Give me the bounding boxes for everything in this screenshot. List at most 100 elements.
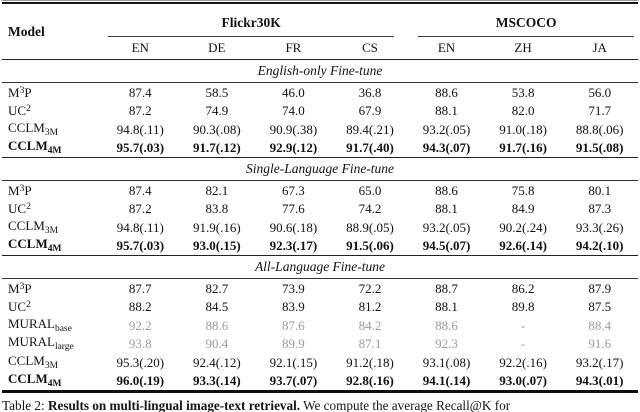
table-row: M3P 87.4 58.5 46.0 36.8 88.6 53.8 56.0 <box>2 83 638 102</box>
group-header-row: Model Flickr30K MSCOCO <box>2 3 638 60</box>
value-cell: 92.6(.14) <box>484 236 562 256</box>
model-name-part: MURAL <box>8 334 55 349</box>
value-cell: 93.2(.05) <box>422 121 471 137</box>
table-caption: Table 2: Results on multi-lingual image-… <box>2 398 636 412</box>
value-cell: 89.8 <box>511 299 535 315</box>
value-cell: 86.2 <box>511 280 535 296</box>
value-cell: 91.7(.16) <box>484 138 562 158</box>
value-cell: 87.4 <box>128 182 152 198</box>
model-name-part: P <box>24 280 32 296</box>
language-header-row: EN DE FR CS EN ZH JA <box>2 37 638 60</box>
value-cell: 92.2 <box>128 317 152 333</box>
table-row: CCLM3M 95.3(.20) 92.4(.12) 92.1(.15) 91.2(.1… <box>2 353 638 372</box>
col-header-flickr-de: DE <box>178 37 256 60</box>
model-name: UC2 <box>2 200 102 219</box>
value-cell: 84.2 <box>358 317 382 333</box>
value-cell: 92.3 <box>435 336 458 352</box>
value-cell: 95.3(.20) <box>116 354 165 370</box>
value-cell: 92.3(.17) <box>255 236 332 256</box>
value-cell: 92.9(.12) <box>255 138 332 158</box>
value-cell: 91.7(.40) <box>331 138 409 158</box>
value-cell: 93.3(.26) <box>575 219 624 235</box>
section-title: Single-Language Fine-tune <box>2 157 638 181</box>
value-cell: 91.9(.16) <box>193 219 241 235</box>
value-cell: 88.1 <box>435 201 458 217</box>
model-name: UC2 <box>2 102 102 121</box>
model-name-part: UC <box>8 103 27 119</box>
value-cell: 95.7(.03) <box>102 138 179 158</box>
value-cell: 88.4 <box>588 317 612 333</box>
value-cell: 56.0 <box>588 84 612 100</box>
value-cell: 96.0(.19) <box>116 373 165 389</box>
value-cell: 65.0 <box>358 182 382 198</box>
value-cell: 46.0 <box>282 84 305 100</box>
model-name-part: UC <box>8 201 27 217</box>
model-name-part: 3M <box>44 127 59 138</box>
value-cell: 90.3(.08) <box>193 121 241 137</box>
model-name-part: CCLM <box>8 217 45 233</box>
value-cell: 74.0 <box>282 103 305 119</box>
model-name: CCLM4M <box>2 138 102 158</box>
model-name: CCLM3M <box>2 120 102 139</box>
col-header-flickr-en: EN <box>102 37 179 60</box>
col-header-mscoco-en: EN <box>408 37 485 60</box>
value-cell: 84.5 <box>205 299 229 315</box>
table-body: English-only Fine-tune M3P 87.4 58.5 46.0 36.… <box>2 59 638 392</box>
value-cell: 83.9 <box>282 299 305 315</box>
table-row: UC2 87.2 74.9 74.0 67.9 88.1 82.0 71.7 <box>2 102 638 121</box>
value-cell: 94.8(.11) <box>116 219 164 235</box>
value-cell: 71.7 <box>588 103 612 119</box>
value-cell: 75.8 <box>511 182 535 198</box>
value-cell: 91.2(.18) <box>346 354 394 370</box>
model-name-part: large <box>54 342 74 352</box>
table-row: UC2 87.2 83.8 77.6 74.2 88.1 84.9 87.3 <box>2 200 638 219</box>
value-cell: 93.1(.08) <box>422 354 471 370</box>
value-cell: 91.7(.12) <box>178 138 256 158</box>
section-title: English-only Fine-tune <box>2 59 638 83</box>
value-cell: 91.5(.06) <box>331 236 409 256</box>
model-name-part: 4M <box>47 244 62 254</box>
col-header-mscoco-zh: ZH <box>484 37 562 60</box>
table-top-hairline <box>2 0 638 1</box>
value-cell: 87.4 <box>128 84 152 100</box>
model-name-part: CCLM <box>8 352 45 368</box>
value-cell: 94.2(.10) <box>561 236 638 256</box>
model-name-part: 4M <box>47 379 62 389</box>
model-name-part: CCLM <box>8 119 45 135</box>
table-row: CCLM4M 96.0(.19) 93.3(.14) 93.7(.07) 92.8(.1… <box>2 372 638 392</box>
value-cell: 89.9 <box>282 336 305 352</box>
table-row: CCLM4M 95.7(.03) 93.0(.15) 92.3(.17) 91.5(.0… <box>2 236 638 256</box>
value-cell: 89.4(.21) <box>346 121 394 137</box>
value-cell: 88.1 <box>435 103 458 119</box>
model-name-part: 2 <box>26 202 31 213</box>
value-cell: 94.1(.14) <box>422 373 471 389</box>
model-name-part: M <box>8 84 20 100</box>
caption-rest: We compute the average Recall@K for <box>300 398 511 412</box>
value-cell: 87.6 <box>282 317 305 333</box>
value-cell: 88.6 <box>435 84 458 100</box>
value-cell: 93.2(.05) <box>422 219 471 235</box>
model-name-part: base <box>54 323 72 334</box>
value-cell: 93.7(.07) <box>269 373 318 389</box>
model-name-part: M <box>8 182 20 198</box>
model-name-part: P <box>24 84 32 100</box>
value-cell: 93.0(.07) <box>499 373 547 389</box>
section-title-row: All-Language Fine-tune <box>2 255 638 279</box>
value-cell: 73.9 <box>282 280 305 296</box>
table-row: MURALlarge 93.8 90.4 89.9 87.1 92.3 - 91.6 <box>2 335 638 354</box>
table-row: CCLM3M 94.8(.11) 91.9(.16) 90.6(.18) 88.9(.0… <box>2 218 638 237</box>
model-column-header: Model <box>2 3 102 60</box>
model-name-part: 3 <box>19 85 25 96</box>
model-name-part: CCLM <box>8 371 48 386</box>
value-cell: 93.0(.15) <box>178 236 256 256</box>
value-cell: 88.6 <box>205 317 229 333</box>
mscoco-group-label: MSCOCO <box>418 15 634 37</box>
value-cell: 87.7 <box>128 280 152 296</box>
value-cell: 84.9 <box>511 201 535 217</box>
table-row: M3P 87.4 82.1 67.3 65.0 88.6 75.8 80.1 <box>2 181 638 200</box>
model-name: CCLM4M <box>2 236 102 256</box>
model-name-part: 2 <box>26 300 31 311</box>
value-cell: 74.9 <box>205 103 229 119</box>
value-cell: 94.3(.01) <box>575 373 624 389</box>
